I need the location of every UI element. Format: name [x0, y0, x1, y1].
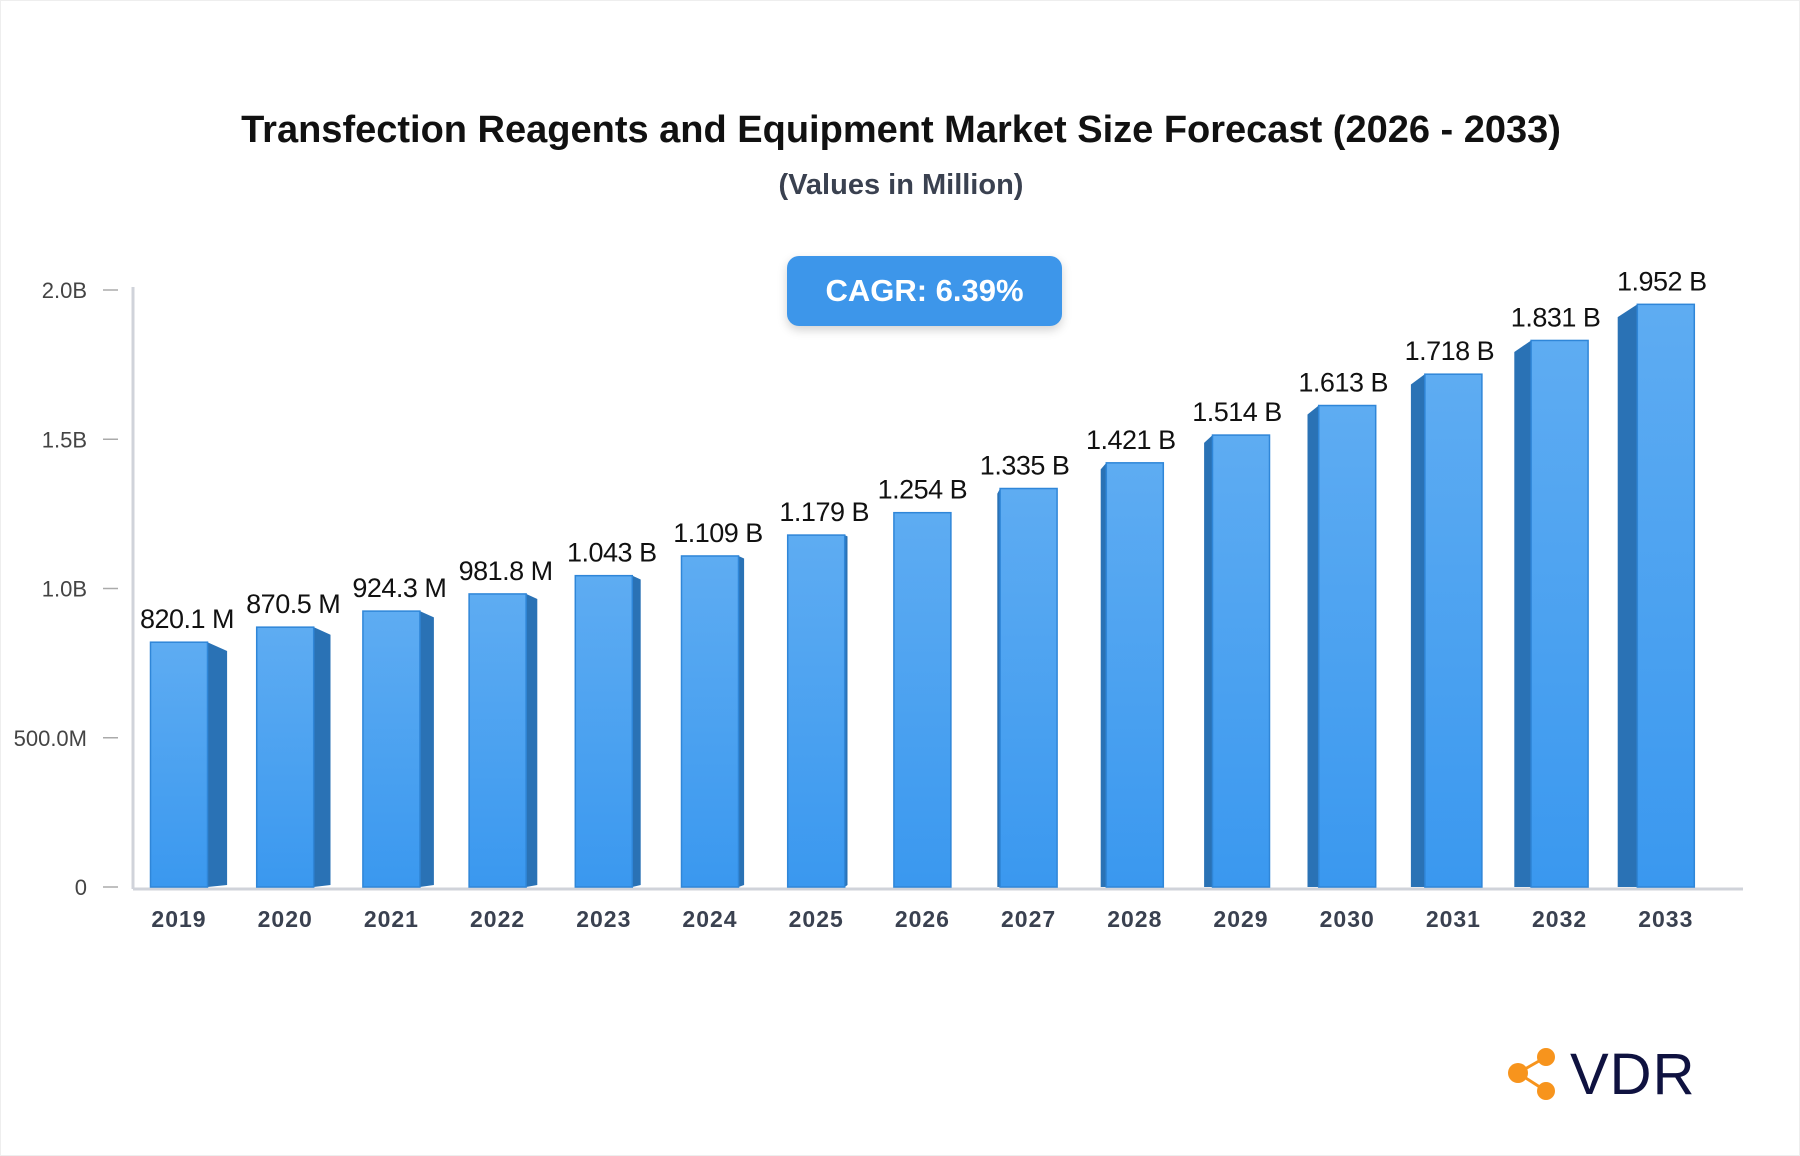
x-tick-label: 2027: [1001, 906, 1056, 932]
data-label: 1.109 B: [673, 518, 763, 548]
data-label: 1.043 B: [567, 538, 657, 568]
x-tick-label: 2030: [1320, 906, 1375, 932]
vdr-logo: VDR: [1506, 1041, 1695, 1108]
data-label: 1.254 B: [878, 475, 968, 505]
bar-side: [526, 593, 538, 887]
share-nodes-icon: [1508, 1047, 1555, 1100]
x-tick-label: 2031: [1426, 906, 1481, 932]
bar: [1317, 404, 1377, 888]
bar: [1530, 339, 1589, 888]
data-label: 981.8 M: [459, 556, 553, 586]
bar-side: [738, 555, 745, 887]
bar: [149, 641, 209, 888]
data-label: 1.335 B: [980, 451, 1070, 481]
cagr-badge: CAGR: 6.39%: [787, 256, 1062, 326]
y-tick-label: 1.0B: [42, 577, 87, 602]
bar: [1211, 434, 1271, 888]
x-tick-label: 2021: [364, 906, 419, 932]
x-tick-label: 2033: [1638, 906, 1693, 932]
data-label: 924.3 M: [352, 573, 446, 603]
x-tick-label: 2019: [151, 906, 206, 932]
bar-side: [1204, 435, 1213, 887]
data-label: 1.179 B: [779, 497, 869, 527]
y-tick-label: 500.0M: [14, 726, 87, 751]
x-tick-label: 2023: [576, 906, 631, 932]
bar-side: [1514, 340, 1532, 887]
y-tick-label: 2.0B: [42, 278, 87, 303]
bar: [786, 534, 846, 888]
bar: [893, 511, 952, 888]
data-label: 1.952 B: [1617, 266, 1707, 296]
bar: [999, 487, 1058, 888]
bar-side: [632, 575, 641, 887]
bar-side: [419, 611, 434, 887]
data-label: 1.613 B: [1298, 368, 1388, 398]
x-tick-label: 2026: [895, 906, 950, 932]
y-tick-label: 0: [75, 875, 87, 900]
bar-side: [1100, 462, 1107, 887]
x-tick-label: 2024: [682, 906, 737, 932]
bar: [1105, 462, 1165, 888]
data-label: 870.5 M: [246, 589, 340, 619]
x-tick-label: 2022: [470, 906, 525, 932]
data-label: 1.831 B: [1511, 302, 1601, 332]
bar: [574, 574, 634, 888]
x-tick-label: 2032: [1532, 906, 1587, 932]
data-label: 1.421 B: [1086, 425, 1176, 455]
x-tick-label: 2025: [789, 906, 844, 932]
bar: [1424, 373, 1483, 888]
x-tick-label: 2029: [1213, 906, 1268, 932]
x-tick-label: 2028: [1107, 906, 1162, 932]
bar-side: [1307, 405, 1319, 887]
bar-side: [1617, 304, 1638, 887]
bar-side: [1410, 374, 1425, 887]
x-tick-label: 2020: [258, 906, 313, 932]
bar: [255, 626, 315, 888]
bar: [468, 593, 527, 888]
chart-title: Transfection Reagents and Equipment Mark…: [241, 109, 1561, 151]
bar: [1636, 303, 1696, 888]
data-label: 820.1 M: [140, 604, 234, 634]
y-tick-label: 1.5B: [42, 427, 87, 452]
bar: [362, 610, 421, 888]
bar-side: [313, 627, 331, 887]
bar-side: [207, 642, 228, 887]
data-label: 1.514 B: [1192, 397, 1282, 427]
bar: [680, 555, 740, 888]
data-label: 1.718 B: [1405, 336, 1495, 366]
logo-text: VDR: [1570, 1042, 1696, 1107]
chart-subtitle: (Values in Million): [778, 169, 1024, 201]
